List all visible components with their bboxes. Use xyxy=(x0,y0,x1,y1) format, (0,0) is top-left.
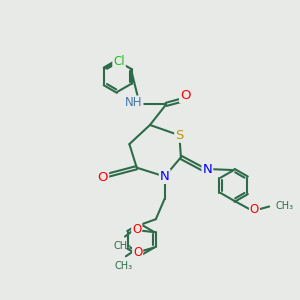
Text: CH₃: CH₃ xyxy=(115,261,133,271)
Text: Cl: Cl xyxy=(113,55,125,68)
Text: O: O xyxy=(132,223,141,236)
Text: CH₃: CH₃ xyxy=(114,241,132,251)
Text: N: N xyxy=(160,170,169,183)
Text: S: S xyxy=(175,129,184,142)
Text: O: O xyxy=(98,172,108,184)
Text: N: N xyxy=(202,163,212,176)
Text: O: O xyxy=(133,246,142,259)
Text: NH: NH xyxy=(125,96,142,110)
Text: O: O xyxy=(250,203,259,216)
Text: O: O xyxy=(180,89,190,102)
Text: CH₃: CH₃ xyxy=(275,201,293,211)
